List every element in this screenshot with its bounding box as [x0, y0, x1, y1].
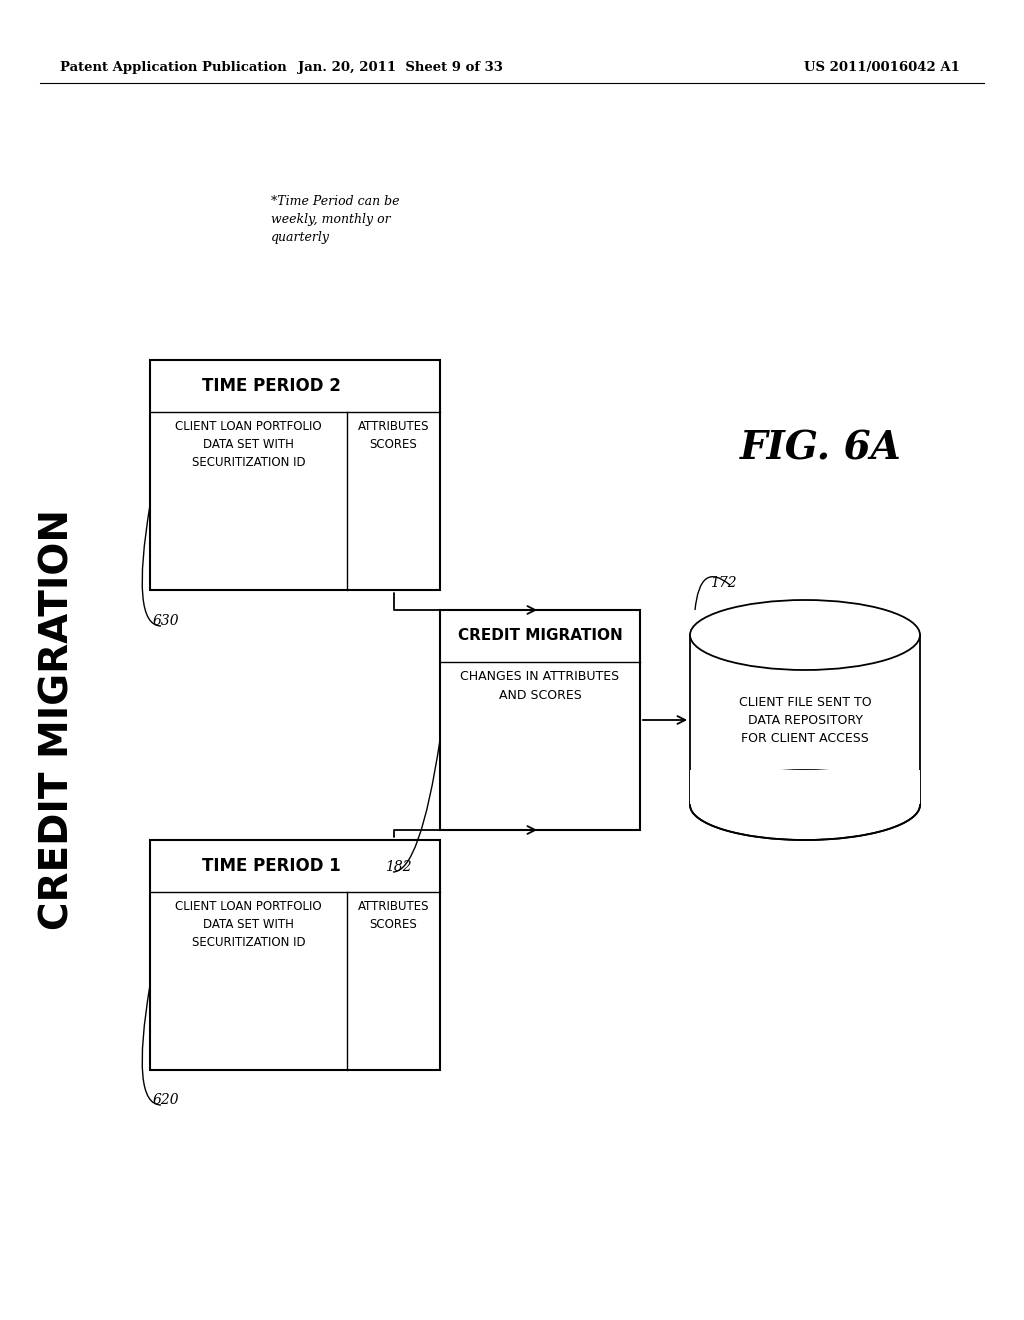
Bar — [690, 770, 920, 805]
Text: CLIENT LOAN PORTFOLIO
DATA SET WITH
SECURITIZATION ID: CLIENT LOAN PORTFOLIO DATA SET WITH SECU… — [175, 420, 322, 469]
Text: TIME PERIOD 1: TIME PERIOD 1 — [203, 857, 341, 875]
Ellipse shape — [690, 601, 920, 671]
Text: TIME PERIOD 2: TIME PERIOD 2 — [203, 378, 341, 395]
Bar — [150, 360, 440, 590]
Text: 172: 172 — [710, 576, 736, 590]
Text: *Time Period can be
weekly, monthly or
quarterly: *Time Period can be weekly, monthly or q… — [270, 195, 399, 244]
Text: ATTRIBUTES
SCORES: ATTRIBUTES SCORES — [357, 420, 429, 451]
Ellipse shape — [690, 770, 920, 840]
Text: 182: 182 — [385, 861, 412, 874]
Text: CLIENT LOAN PORTFOLIO
DATA SET WITH
SECURITIZATION ID: CLIENT LOAN PORTFOLIO DATA SET WITH SECU… — [175, 900, 322, 949]
Bar — [150, 840, 440, 1071]
Text: 620: 620 — [153, 1093, 179, 1107]
Text: CREDIT MIGRATION: CREDIT MIGRATION — [458, 628, 623, 644]
Text: CLIENT FILE SENT TO
DATA REPOSITORY
FOR CLIENT ACCESS: CLIENT FILE SENT TO DATA REPOSITORY FOR … — [738, 696, 871, 744]
Text: CHANGES IN ATTRIBUTES
AND SCORES: CHANGES IN ATTRIBUTES AND SCORES — [461, 671, 620, 702]
Bar — [440, 610, 640, 830]
Text: Jan. 20, 2011  Sheet 9 of 33: Jan. 20, 2011 Sheet 9 of 33 — [298, 62, 503, 74]
Text: Patent Application Publication: Patent Application Publication — [60, 62, 287, 74]
Text: 630: 630 — [153, 614, 179, 628]
Text: ATTRIBUTES
SCORES: ATTRIBUTES SCORES — [357, 900, 429, 931]
Text: FIG. 6A: FIG. 6A — [740, 430, 902, 469]
Text: CREDIT MIGRATION: CREDIT MIGRATION — [39, 510, 77, 931]
Text: US 2011/0016042 A1: US 2011/0016042 A1 — [804, 62, 961, 74]
